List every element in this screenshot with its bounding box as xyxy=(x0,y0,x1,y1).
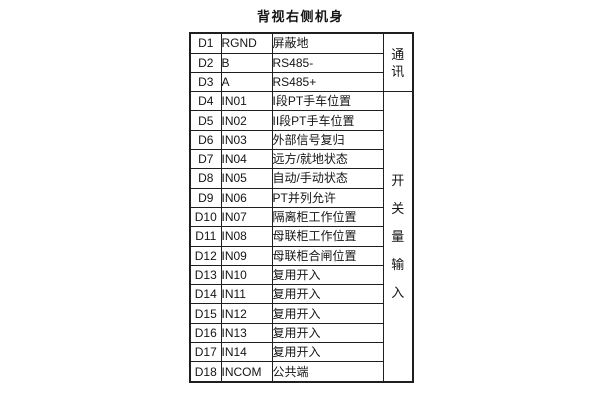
terminal-table: D1 RGND 屏蔽地通讯 D2 B RS485- D3 A RS485+ D4 IN01 I段PT手… xyxy=(189,32,414,383)
signal-code-cell: IN05 xyxy=(220,168,273,189)
group-label-char: 输 xyxy=(391,257,405,273)
signal-code-cell: IN12 xyxy=(220,303,273,324)
signal-code-cell: IN03 xyxy=(220,129,273,151)
terminal-number-cell: D5 xyxy=(189,110,222,131)
terminal-number-cell: D17 xyxy=(189,341,222,363)
signal-description-cell: 隔离柜工作位置 xyxy=(271,206,384,228)
group-label-char: 关 xyxy=(391,201,405,217)
terminal-number-cell: D11 xyxy=(189,226,222,247)
terminal-row: D3 A RS485+ xyxy=(189,71,413,93)
terminal-row: D10 IN07 隔离柜工作位置 xyxy=(189,206,413,228)
signal-code-cell: IN01 xyxy=(220,91,273,112)
terminal-row: D18 INCOM 公共端 xyxy=(189,361,413,383)
terminal-number-cell: D4 xyxy=(189,91,222,112)
terminal-number-cell: D18 xyxy=(189,361,222,383)
terminal-row: D15 IN12 复用开入 xyxy=(189,303,413,324)
signal-description-cell: 远方/就地状态 xyxy=(271,149,384,170)
terminal-table-body: D1 RGND 屏蔽地通讯 D2 B RS485- D3 A RS485+ D4 IN01 I段PT手… xyxy=(189,32,414,383)
terminal-number-cell: D6 xyxy=(189,129,222,151)
signal-code-cell: IN14 xyxy=(220,341,273,363)
signal-description-cell: I段PT手车位置 xyxy=(271,91,384,112)
terminal-number-cell: D13 xyxy=(189,264,222,286)
terminal-number-cell: D16 xyxy=(189,322,222,344)
signal-description-cell: 母联柜工作位置 xyxy=(271,226,384,247)
terminal-number-cell: D9 xyxy=(189,187,222,208)
signal-description-cell: 复用开入 xyxy=(271,264,384,286)
terminal-number-cell: D2 xyxy=(189,52,222,73)
signal-code-cell: B xyxy=(220,52,273,73)
terminal-row: D4 IN01 I段PT手车位置开关量输入 xyxy=(189,91,414,383)
group-label-char: 量 xyxy=(391,229,405,245)
terminal-row: D1 RGND 屏蔽地通讯 xyxy=(189,32,414,93)
signal-code-cell: A xyxy=(220,71,273,93)
group-cell: 通讯 xyxy=(382,32,414,93)
signal-description-cell: 母联柜合闸位置 xyxy=(271,245,384,266)
terminal-number-cell: D15 xyxy=(189,303,222,324)
terminal-number-cell: D12 xyxy=(189,245,222,266)
group-label-char: 开 xyxy=(391,173,405,189)
terminal-row: D8 IN05 自动/手动状态 xyxy=(189,168,413,189)
terminal-number-cell: D10 xyxy=(189,206,222,228)
signal-description-cell: 屏蔽地 xyxy=(271,32,384,54)
signal-code-cell: IN02 xyxy=(220,110,273,131)
page-title: 背视右侧机身 xyxy=(256,9,344,24)
signal-code-cell: IN06 xyxy=(220,187,273,208)
signal-description-cell: 公共端 xyxy=(271,361,384,383)
terminal-row: D13 IN10 复用开入 xyxy=(189,264,413,286)
signal-description-cell: 复用开入 xyxy=(271,303,384,324)
terminal-number-cell: D14 xyxy=(189,284,222,305)
terminal-row: D11 IN08 母联柜工作位置 xyxy=(189,226,413,247)
signal-code-cell: IN04 xyxy=(220,149,273,170)
signal-description-cell: 外部信号复归 xyxy=(271,129,384,151)
terminal-row: D5 IN02 II段PT手车位置 xyxy=(189,110,413,131)
signal-description-cell: 自动/手动状态 xyxy=(271,168,384,189)
terminal-row: D6 IN03 外部信号复归 xyxy=(189,129,413,151)
terminal-row: D7 IN04 远方/就地状态 xyxy=(189,149,413,170)
group-label-char: 讯 xyxy=(391,63,405,79)
terminal-row: D14 IN11 复用开入 xyxy=(189,284,413,305)
signal-description-cell: RS485- xyxy=(271,52,384,73)
terminal-number-cell: D8 xyxy=(189,168,222,189)
group-label-char: 通 xyxy=(391,46,405,62)
terminal-row: D2 B RS485- xyxy=(189,52,413,73)
signal-code-cell: IN10 xyxy=(220,264,273,286)
signal-description-cell: 复用开入 xyxy=(271,284,384,305)
terminal-row: D16 IN13 复用开入 xyxy=(189,322,413,344)
signal-code-cell: RGND xyxy=(220,32,273,54)
signal-description-cell: 复用开入 xyxy=(271,341,384,363)
terminal-number-cell: D7 xyxy=(189,149,222,170)
group-label: 通讯 xyxy=(384,46,412,79)
signal-code-cell: IN11 xyxy=(220,284,273,305)
group-label-char: 入 xyxy=(391,285,405,301)
signal-code-cell: IN08 xyxy=(220,226,273,247)
signal-code-cell: IN09 xyxy=(220,245,273,266)
signal-description-cell: II段PT手车位置 xyxy=(271,110,384,131)
terminal-number-cell: D1 xyxy=(189,32,222,54)
terminal-row: D17 IN14 复用开入 xyxy=(189,341,413,363)
signal-description-cell: PT并列允许 xyxy=(271,187,384,208)
signal-code-cell: IN13 xyxy=(220,322,273,344)
terminal-row: D9 IN06 PT并列允许 xyxy=(189,187,413,208)
group-label: 开关量输入 xyxy=(384,173,412,301)
group-cell: 开关量输入 xyxy=(382,91,414,383)
terminal-number-cell: D3 xyxy=(189,71,222,93)
signal-code-cell: IN07 xyxy=(220,206,273,228)
signal-description-cell: 复用开入 xyxy=(271,322,384,344)
signal-description-cell: RS485+ xyxy=(271,71,384,93)
terminal-row: D12 IN09 母联柜合闸位置 xyxy=(189,245,413,266)
signal-code-cell: INCOM xyxy=(220,361,273,383)
